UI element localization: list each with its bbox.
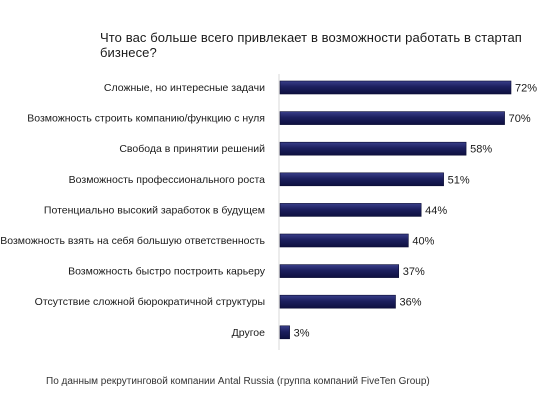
category-label: Свобода в принятии решений [119,143,265,155]
category-label: Потенциально высокий заработок в будущем [44,204,265,216]
category-label: Возможность быстро построить карьеру [68,266,266,278]
category-label: Возможность строить компанию/функцию с н… [27,113,265,125]
value-label: 72% [515,83,537,95]
value-label: 37% [403,266,425,278]
category-label: Возможность профессионального роста [69,174,265,186]
category-label: Другое [232,327,266,339]
bar [279,325,290,340]
bar [279,294,396,309]
bar [279,264,400,278]
value-label: 36% [400,297,422,309]
bar [279,111,505,125]
value-label: 3% [294,327,310,339]
chart-title: Что вас больше всего привлекает в возмож… [100,30,522,60]
source-note: По данным рекрутинговой компании Antal R… [46,376,430,387]
value-label: 58% [470,144,492,156]
category-label: Сложные, но интересные задачи [104,82,265,94]
bar [279,203,422,217]
value-label: 40% [412,236,434,248]
value-label: 51% [448,174,470,186]
value-label: 70% [509,113,531,125]
bar [279,141,467,156]
bar [279,172,444,187]
value-label: 44% [425,205,447,217]
category-label: Возможность взять на себя большую ответс… [0,235,265,247]
bar [279,80,512,95]
bar [279,233,409,248]
category-label: Отсутствие сложной бюрократичной структу… [35,296,265,308]
